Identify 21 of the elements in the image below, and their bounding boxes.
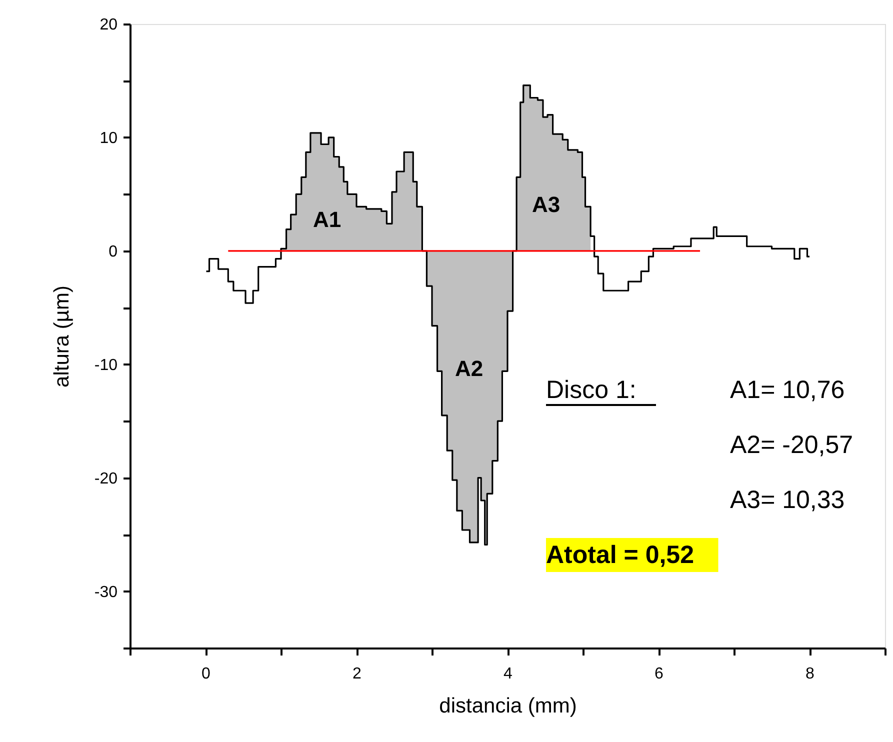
annotation: A2 [454,356,484,381]
x-tick-label: 0 [202,666,211,682]
y-tick-label: -20 [94,470,118,488]
x-tick-label: 8 [806,666,815,682]
x-tick-label: 6 [654,666,664,682]
annotation: A3 [532,192,560,217]
y-tick-label: 10 [100,130,118,147]
y-axis-title: altura (µm) [50,286,74,388]
y-tick-label: 20 [100,16,118,34]
annotation: A1 [312,207,342,232]
y-tick-label: -10 [94,356,118,374]
y-tick-label: 0 [108,243,118,260]
annotation: Atotal = 0,52 [546,541,694,569]
x-tick-label: 4 [504,666,513,682]
x-tick-label: 2 [352,666,362,682]
annotation: A3= 10,33 [730,486,845,514]
annotation: Disco 1: [546,376,636,404]
y-tick-label: -30 [94,584,118,601]
annotation: A2= -20,57 [730,431,854,459]
annotation: A1= 10,76 [730,376,845,404]
x-axis-title: distancia (mm) [439,694,577,718]
